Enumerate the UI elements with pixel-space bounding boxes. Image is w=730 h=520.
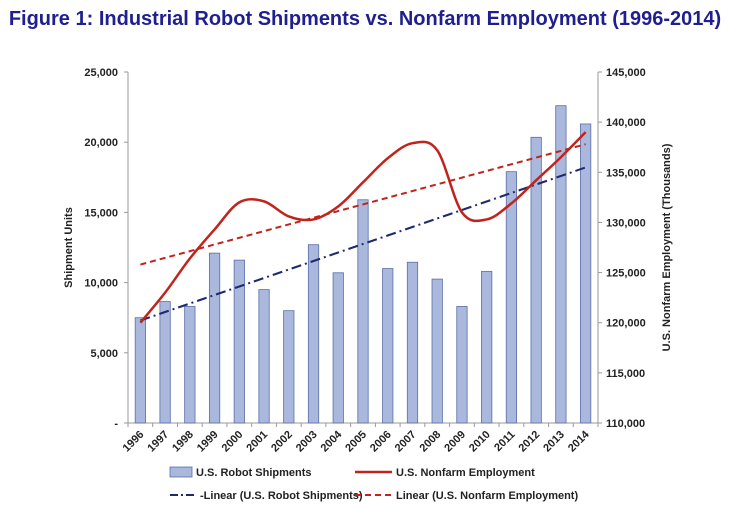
bar (456, 306, 468, 424)
right-tick-label: 140,000 (606, 117, 646, 129)
bar (233, 259, 245, 424)
right-tick-label: 125,000 (606, 268, 646, 280)
x-tick-label: 2004 (319, 428, 345, 454)
x-tick-label: 2013 (541, 429, 567, 455)
bar (159, 301, 171, 424)
bar (580, 123, 592, 424)
bar (332, 272, 344, 424)
x-tick-label: 2014 (566, 428, 592, 454)
right-tick-label: 115,000 (606, 368, 645, 380)
left-tick-label: - (114, 418, 118, 430)
legend-label-employment-trend: Linear (U.S. Nonfarm Employment) (396, 490, 578, 502)
x-tick-label: 2002 (269, 429, 295, 455)
x-tick-label: 2008 (418, 429, 444, 455)
legend-label-robot-trend: -Linear (U.S. Robot Shipments) (200, 490, 363, 502)
x-tick-label: 2010 (467, 429, 493, 455)
legend-swatch-bars (169, 466, 193, 478)
left-tick-label: 5,000 (90, 348, 118, 360)
bar (307, 244, 320, 424)
bar (258, 289, 270, 424)
bar (357, 199, 369, 424)
bar (431, 278, 443, 424)
employment-trendline (140, 143, 586, 266)
right-tick-label: 130,000 (606, 217, 646, 229)
bar (184, 306, 196, 424)
bar (134, 317, 146, 424)
right-tick-label: 145,000 (606, 67, 646, 79)
left-tick-label: 20,000 (84, 137, 118, 149)
x-tick-label: 2011 (492, 429, 517, 454)
employment-line (139, 131, 587, 324)
right-tick-label: 135,000 (606, 167, 646, 179)
x-tick-label: 1998 (170, 429, 196, 455)
x-tick-label: 1999 (195, 429, 221, 455)
x-tick-label: 2012 (516, 429, 542, 455)
left-tick-label: 10,000 (84, 278, 118, 290)
x-tick-label: 2005 (343, 429, 369, 455)
bar (208, 252, 221, 424)
chart-title: Figure 1: Industrial Robot Shipments vs.… (8, 8, 722, 30)
left-tick-label: 25,000 (84, 67, 118, 79)
legend-label-employment: U.S. Nonfarm Employment (396, 467, 535, 479)
bar (555, 105, 567, 424)
x-tick-label: 2007 (393, 429, 419, 455)
legend-label-bars: U.S. Robot Shipments (196, 467, 312, 479)
y-axis-label: Shipment Units (63, 207, 75, 288)
x-tick-label: 2003 (294, 429, 320, 455)
bar (505, 171, 518, 424)
x-tick-label: 2000 (220, 429, 246, 455)
x-tick-label: 2009 (442, 429, 468, 455)
x-tick-label: 1996 (121, 429, 147, 455)
right-tick-label: 120,000 (606, 318, 646, 330)
bar (382, 268, 394, 424)
x-tick-label: 2001 (244, 429, 270, 455)
y2-axis-label: U.S. Nonfarm Employment (Thousands) (661, 143, 673, 351)
bar (481, 270, 493, 424)
bar (283, 310, 295, 424)
x-tick-label: 2006 (368, 429, 394, 455)
right-tick-label: 110,000 (606, 418, 645, 430)
robot-trendline (140, 166, 586, 322)
bar (406, 261, 419, 424)
bar (530, 136, 542, 424)
x-tick-label: 1997 (145, 429, 171, 455)
left-tick-label: 15,000 (84, 207, 118, 219)
